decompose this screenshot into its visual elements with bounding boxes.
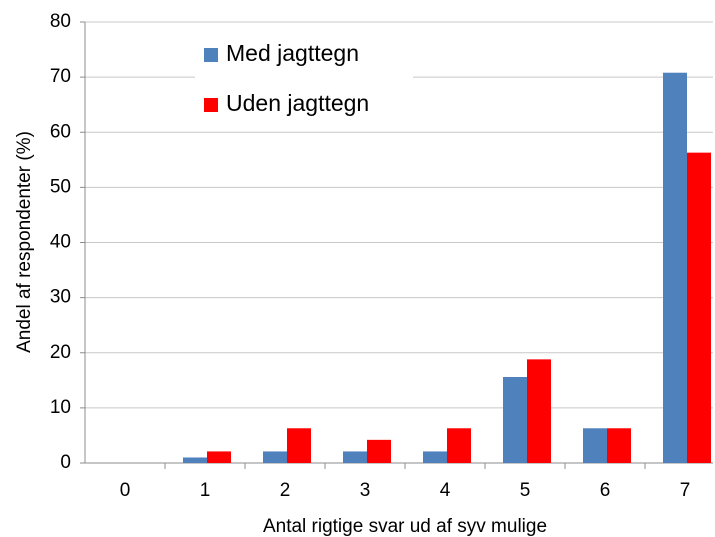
x-tick-label: 7 — [680, 480, 691, 501]
bar — [183, 457, 207, 463]
x-tick-label: 6 — [600, 480, 611, 501]
y-axis-label: Andel af respondenter (%) — [14, 131, 35, 353]
x-tick-label: 0 — [120, 480, 131, 501]
bar — [687, 152, 711, 464]
x-tick-label: 3 — [360, 480, 371, 501]
bar — [607, 428, 631, 463]
y-tick-label: 50 — [50, 176, 71, 197]
bar — [527, 359, 551, 463]
bar — [263, 451, 287, 463]
bar — [423, 451, 447, 463]
bar — [663, 72, 687, 463]
bar — [207, 451, 231, 463]
legend-label: Med jagttegn — [226, 40, 359, 66]
bar — [583, 428, 607, 463]
bar — [287, 428, 311, 463]
bar — [367, 439, 391, 463]
legend-label: Uden jagttegn — [226, 90, 369, 116]
legend-box — [195, 30, 413, 128]
x-tick-label: 2 — [280, 480, 291, 501]
bar — [343, 451, 367, 463]
y-tick-label: 10 — [50, 397, 71, 418]
y-tick-label: 0 — [60, 452, 71, 473]
x-axis-label: Antal rigtige svar ud af syv mulige — [263, 516, 547, 537]
x-tick-label: 4 — [440, 480, 451, 501]
bar — [447, 428, 471, 463]
legend-swatch — [204, 98, 218, 112]
x-tick-label: 5 — [520, 480, 531, 501]
y-tick-label: 20 — [50, 342, 71, 363]
y-tick-label: 60 — [50, 121, 71, 142]
y-tick-label: 70 — [50, 66, 71, 87]
y-tick-label: 30 — [50, 287, 71, 308]
x-tick-label: 1 — [200, 480, 211, 501]
legend-swatch — [204, 48, 218, 62]
y-tick-label: 80 — [50, 11, 71, 32]
y-tick-label: 40 — [50, 232, 71, 253]
bar — [503, 377, 527, 463]
